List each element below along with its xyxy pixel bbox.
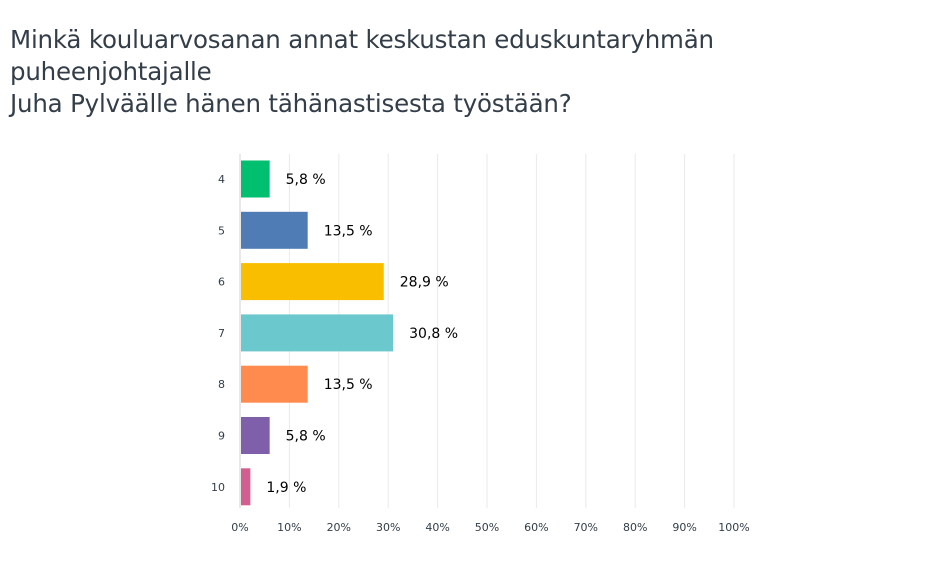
x-tick-label: 100% (718, 521, 749, 534)
x-tick-label: 90% (672, 521, 696, 534)
bar (241, 211, 308, 249)
bar (241, 314, 394, 352)
bar (241, 365, 308, 403)
data-label: 5,8 % (286, 429, 326, 445)
data-label: 28,9 % (400, 275, 449, 291)
x-tick-label: 80% (623, 521, 647, 534)
question-title-line-1: Minkä kouluarvosanan annat keskustan edu… (10, 25, 714, 86)
data-label: 1,9 % (266, 480, 306, 496)
bar (241, 160, 270, 198)
data-label: 30,8 % (409, 326, 458, 342)
x-tick-label: 30% (376, 521, 400, 534)
data-label: 13,5 % (324, 377, 373, 393)
question-title: Minkä kouluarvosanan annat keskustan edu… (10, 24, 915, 120)
x-tick-label: 0% (231, 521, 248, 534)
question-title-line-2: Juha Pylväälle hänen tähänastisesta työs… (10, 89, 572, 118)
bar (241, 468, 251, 506)
x-tick-label: 50% (475, 521, 499, 534)
x-tick-label: 20% (327, 521, 351, 534)
data-label: 5,8 % (286, 172, 326, 188)
bar (241, 417, 270, 454)
category-label: 8 (218, 378, 225, 391)
x-tick-label: 70% (574, 521, 598, 534)
category-label: 9 (218, 430, 225, 443)
category-label: 7 (218, 327, 225, 340)
category-label: 10 (211, 481, 225, 494)
category-label: 4 (218, 173, 225, 186)
category-label: 5 (218, 224, 225, 237)
category-label: 6 (218, 276, 225, 289)
x-tick-label: 60% (524, 521, 548, 534)
data-label: 13,5 % (324, 223, 373, 239)
bar (241, 263, 384, 301)
x-tick-label: 40% (425, 521, 449, 534)
x-tick-label: 10% (277, 521, 301, 534)
